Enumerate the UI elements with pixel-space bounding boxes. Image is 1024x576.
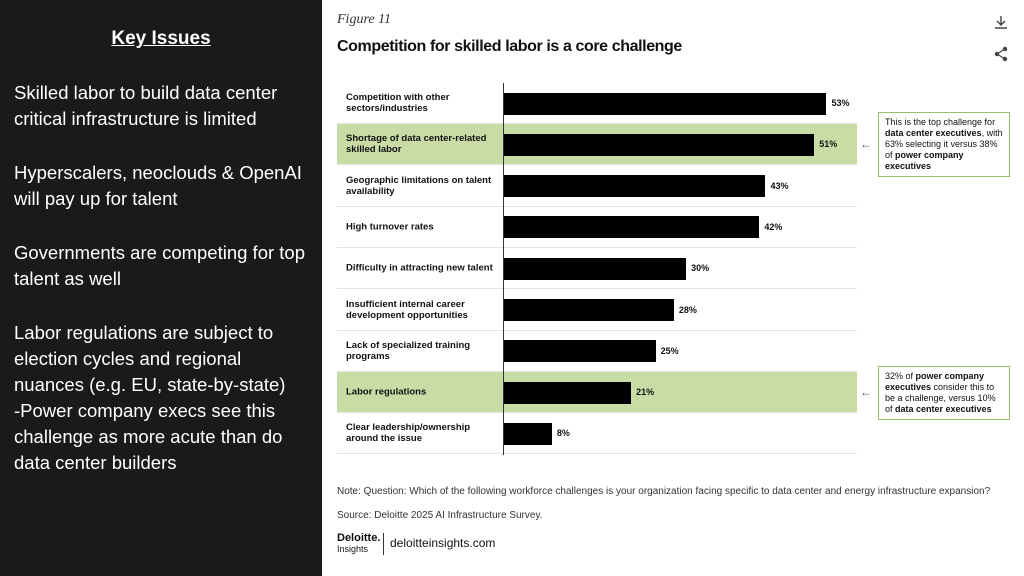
logo-sub: Insights [337, 544, 369, 554]
category-label: Shortage of data center-related skilled … [346, 133, 487, 156]
row: Difficulty in attracting new talent 30% [337, 248, 857, 290]
bar [503, 422, 552, 445]
bar [503, 216, 760, 239]
chart-title: Competition for skilled labor is a core … [337, 38, 682, 55]
logo: Deloitte. Insights [337, 532, 381, 555]
annotation-text: power company executives [885, 150, 964, 172]
category-label: Labor regulations [346, 386, 427, 398]
paragraph-line: Skilled labor to build data center criti… [14, 82, 278, 129]
value-label: 51% [819, 139, 838, 150]
paragraph: Hyperscalers, neoclouds & OpenAI will pa… [14, 160, 316, 212]
annotation-text: This is the top challenge for [885, 117, 996, 128]
figure-label: Figure 11 [337, 12, 392, 27]
category-label: Difficulty in attracting new talent [346, 262, 493, 274]
value-label: 42% [764, 221, 783, 232]
annotation-text: , with 63% selecting it versus 38% of [885, 128, 1003, 161]
annotation-text: power company executives [885, 370, 985, 392]
value-label: 30% [691, 263, 710, 274]
paragraph: Skilled labor to build data center criti… [14, 80, 316, 132]
panel-title: Key Issues [111, 28, 211, 49]
note: Note: Question: Which of the following w… [337, 486, 991, 497]
logo-text: Deloitte. [337, 532, 381, 544]
row: High turnover rates 42% [337, 207, 857, 248]
bar [503, 340, 656, 363]
annotation-text: consider this to be a challenge, versus … [885, 381, 996, 414]
category-label: Competition with other sectors/industrie… [346, 92, 450, 114]
paragraph: Labor regulations are subject to electio… [14, 320, 316, 476]
bar [503, 299, 674, 321]
bar [503, 133, 815, 156]
bar [503, 175, 766, 198]
row: Lack of specialized training programs 25% [337, 331, 857, 372]
paragraphs: Skilled labor to build data center criti… [14, 80, 316, 504]
category-label: Geographic limitations on talent availab… [346, 174, 492, 197]
annotation-text: 32% of [885, 370, 916, 381]
issues-panel: Key Issues Skilled labor to build data c… [0, 0, 322, 576]
row: Competition with other sectors/industrie… [337, 83, 857, 124]
axis-line [503, 83, 504, 455]
bar [503, 257, 687, 280]
category-label: Clear leadership/ownership around the is… [346, 422, 471, 445]
paragraph: Governments are competing for top talent… [14, 240, 316, 292]
category-label: Insufficient internal career development… [346, 298, 468, 321]
divider [383, 533, 384, 555]
annotation-text: data center executives [895, 403, 992, 414]
row: Labor regulations 21% [337, 372, 857, 414]
row: Geographic limitations on talent availab… [337, 166, 857, 207]
row: Insufficient internal career development… [337, 290, 857, 331]
paragraph-line: -Power company execs see this challenge … [14, 400, 283, 473]
value-label: 43% [770, 180, 789, 191]
chart-panel: Figure 11 Competition for skilled labor … [322, 0, 1024, 576]
bar [503, 92, 827, 115]
annotation: 32% of power company executives consider… [878, 365, 1010, 420]
bar [503, 381, 632, 404]
value-label: 8% [556, 428, 570, 439]
row: Shortage of data center-related skilled … [337, 124, 857, 166]
value-label: 25% [660, 345, 679, 356]
paragraph-line: Labor regulations are subject to electio… [14, 322, 286, 395]
value-label: 28% [678, 304, 697, 315]
value-label: 53% [831, 98, 850, 108]
value-label: 21% [636, 387, 655, 398]
paragraph-line: Hyperscalers, neoclouds & OpenAI will pa… [14, 162, 302, 209]
arrow: ← [860, 136, 872, 151]
annotation-text: data center executives [885, 128, 982, 139]
source: Source: Deloitte 2025 AI Infrastructure … [337, 510, 543, 521]
paragraph-line: Governments are competing for top talent… [14, 242, 306, 289]
annotation: This is the top challenge for data cente… [878, 112, 1010, 178]
category-label: Lack of specialized training programs [346, 339, 471, 362]
row: Clear leadership/ownership around the is… [337, 413, 857, 455]
icons[interactable] [993, 14, 1009, 66]
category-label: High turnover rates [346, 221, 434, 233]
site: deloitteinsights.com [390, 536, 496, 550]
arrow: ← [860, 384, 872, 399]
